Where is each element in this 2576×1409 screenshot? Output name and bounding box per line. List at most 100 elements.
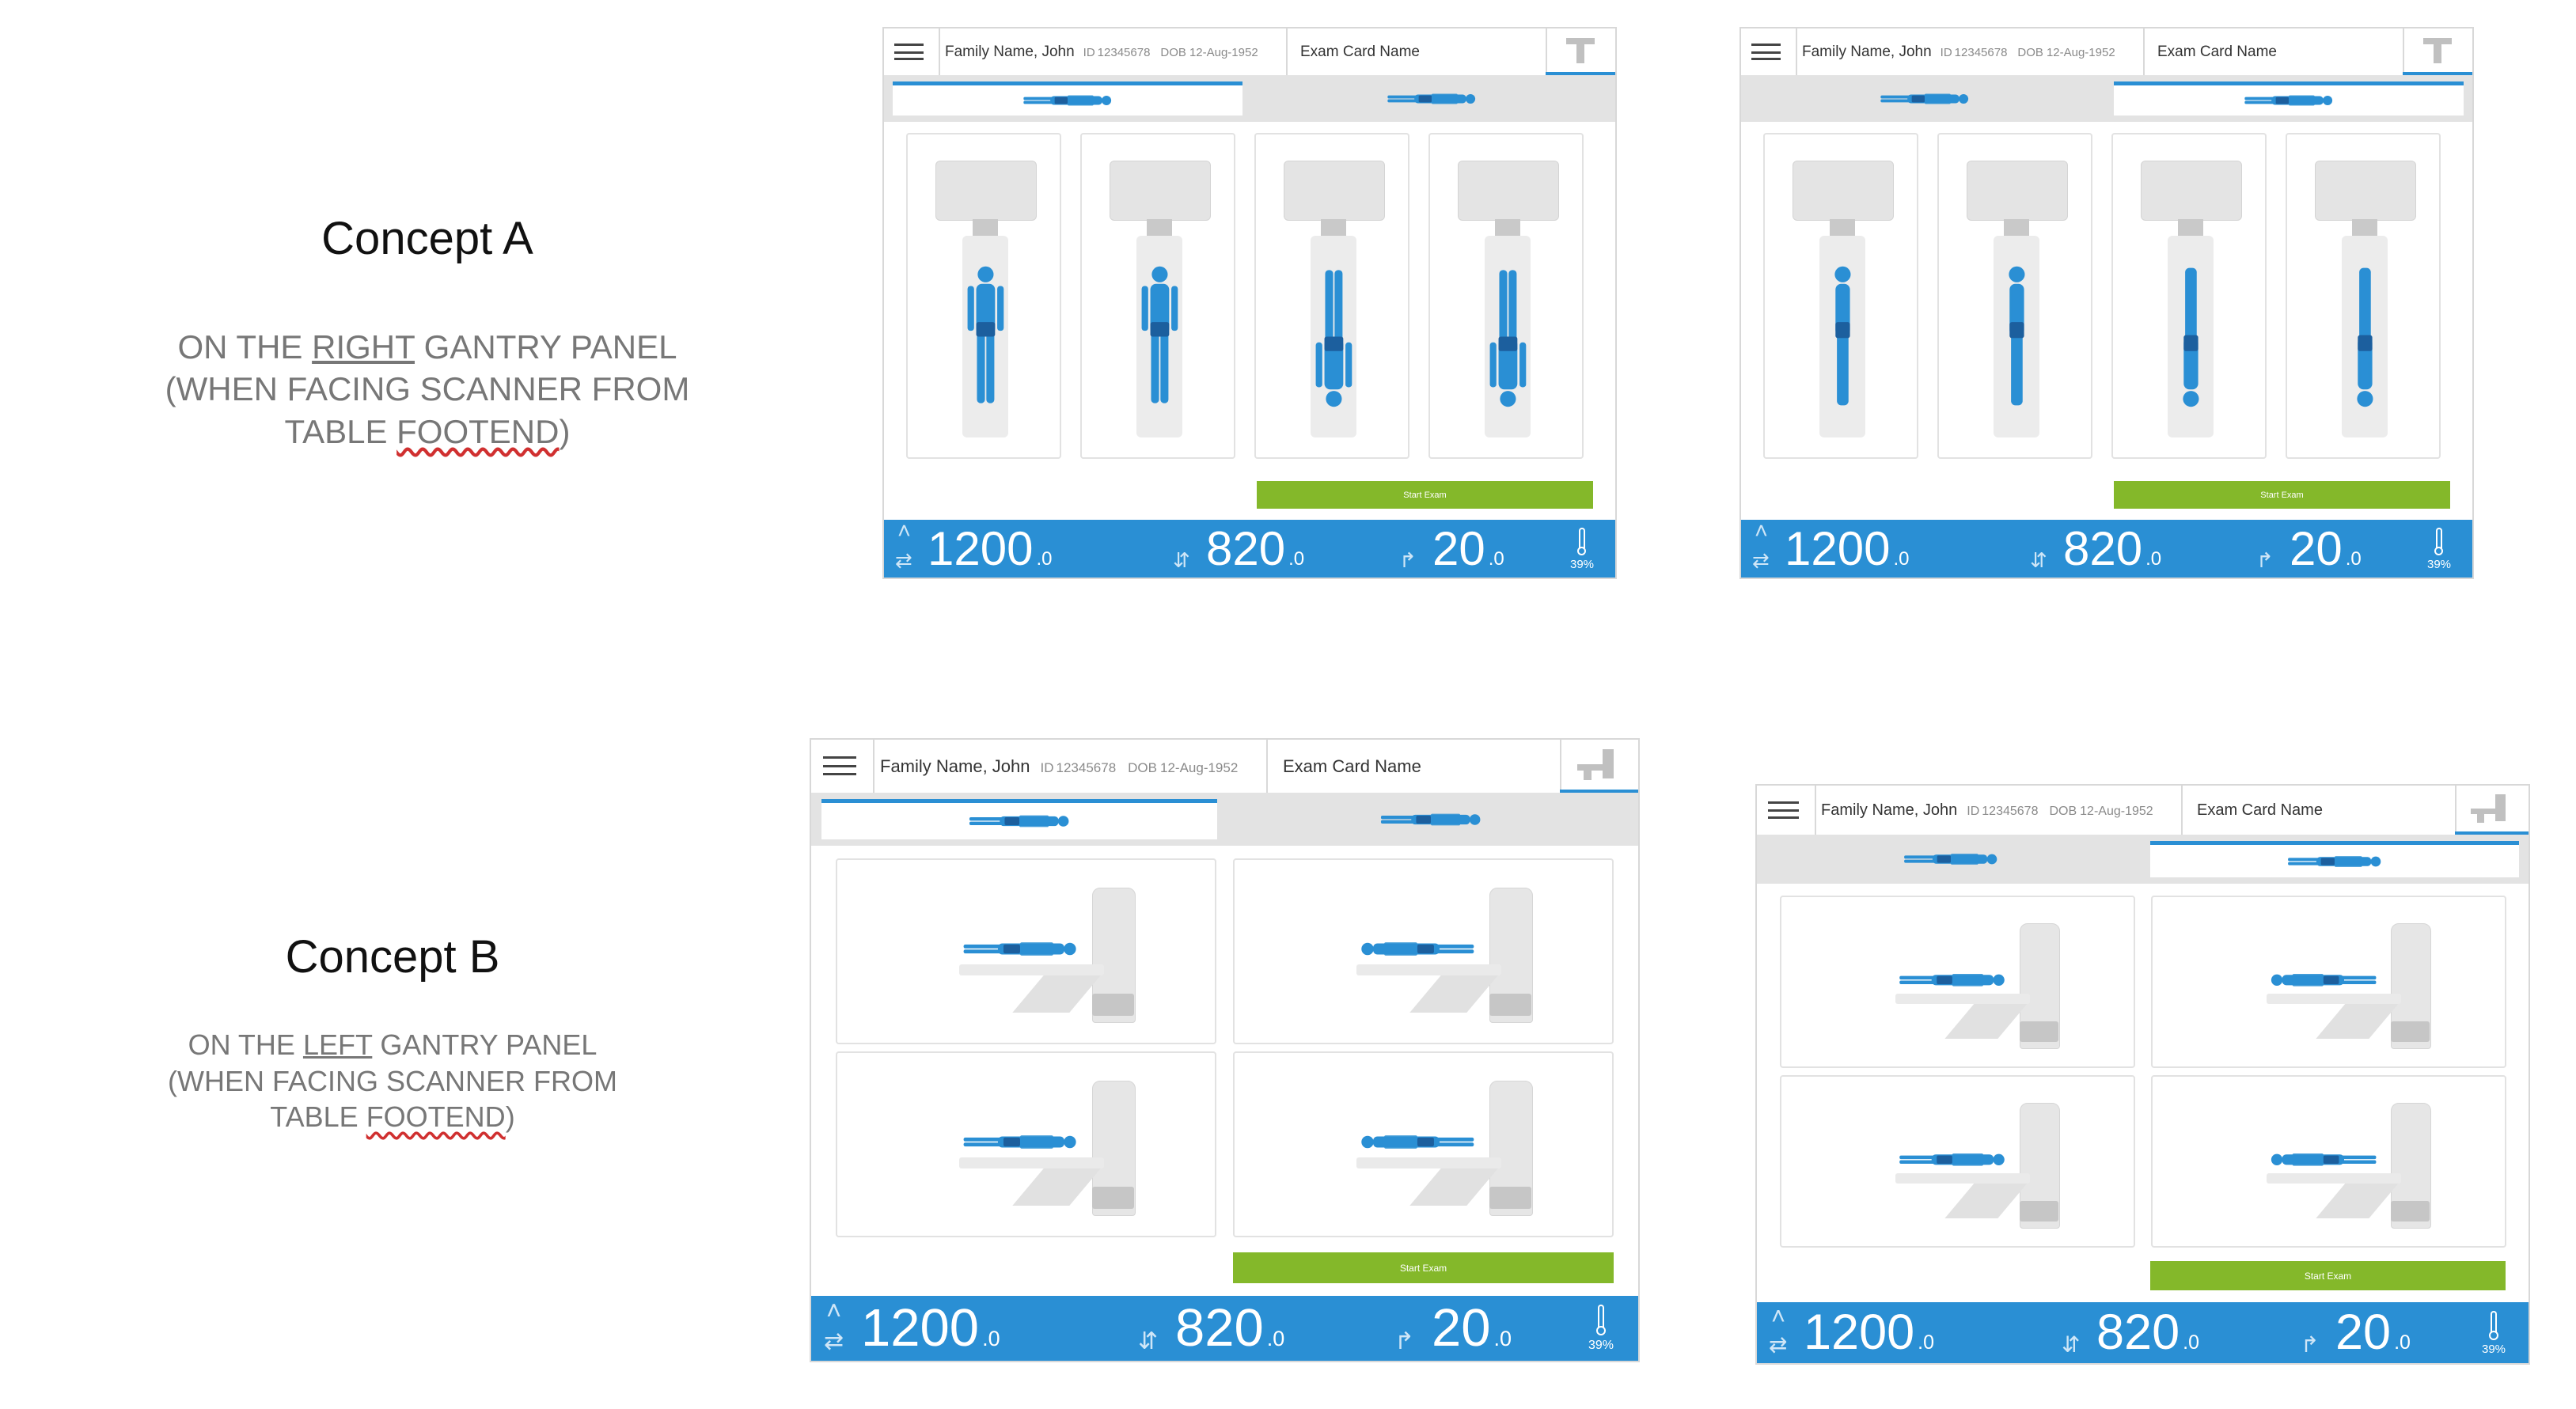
- patient-dob: DOB 12-Aug-1952: [1160, 46, 1258, 59]
- orientation-cards-area: Start Exam: [811, 846, 1638, 1296]
- orientation-card[interactable]: [2151, 1075, 2506, 1248]
- thermometer-bulb: [1596, 1326, 1606, 1335]
- panel-header: Family Name, John ID 12345678 DOB 12-Aug-195…: [1757, 786, 2529, 836]
- table-position-icon[interactable]: [1560, 740, 1638, 793]
- readout-value: 20: [1432, 522, 1485, 575]
- patient-figure-icon: [2356, 267, 2373, 407]
- orientation-card[interactable]: [1763, 133, 1918, 459]
- tab-supine[interactable]: [1750, 81, 2100, 116]
- vertical-position-readout: 820.0: [2063, 520, 2161, 578]
- chevron-up-icon[interactable]: ˄: [897, 519, 911, 544]
- patient-id-value: 12345678: [1954, 46, 2008, 59]
- tab-supine[interactable]: [1766, 841, 2135, 877]
- readout-decimal: .0: [2394, 1331, 2411, 1354]
- exam-card-name[interactable]: Exam Card Name: [2197, 801, 2323, 819]
- orientation-card[interactable]: [1780, 1075, 2135, 1248]
- orientation-card[interactable]: [1937, 133, 2092, 459]
- hamburger-menu-icon[interactable]: [823, 756, 856, 775]
- readout-value: 820: [1175, 1298, 1264, 1358]
- table-position-icon[interactable]: [2403, 28, 2472, 75]
- hamburger-menu-icon[interactable]: [1768, 801, 1799, 819]
- start-exam-button[interactable]: Start Exam: [1233, 1252, 1614, 1283]
- orientation-card[interactable]: [836, 1051, 1216, 1237]
- couch-icon: [1356, 964, 1501, 975]
- tab-prone[interactable]: [1257, 81, 1607, 116]
- header-divider: [1796, 28, 1797, 75]
- readout-decimal: .0: [2145, 548, 2162, 570]
- patient-figure-icon: [1315, 270, 1352, 407]
- horizontal-position-readout: 1200.0: [1785, 520, 1910, 578]
- patient-figure-icon: [1489, 270, 1526, 407]
- tab-prone[interactable]: [2114, 81, 2464, 116]
- start-exam-button[interactable]: Start Exam: [1257, 481, 1593, 509]
- tab-supine[interactable]: [893, 81, 1242, 116]
- readout-value: 1200: [1804, 1305, 1915, 1360]
- tab-prone[interactable]: [1233, 799, 1629, 839]
- patient-dob-value: 12-Aug-1952: [2046, 46, 2115, 59]
- patient-figure-icon: [1904, 854, 1997, 865]
- readout-decimal: .0: [1893, 548, 1910, 570]
- orientation-card[interactable]: [2151, 896, 2506, 1068]
- readout-decimal: .0: [2345, 548, 2362, 570]
- angle-readout: 20.0: [1432, 1296, 1512, 1361]
- start-exam-button[interactable]: Start Exam: [2150, 1261, 2506, 1290]
- orientation-card[interactable]: [2111, 133, 2267, 459]
- patient-figure-icon: [1361, 942, 1474, 956]
- position-tabbar: [1757, 835, 2529, 884]
- chevron-up-icon[interactable]: ˄: [826, 1296, 842, 1325]
- gantry-base: [2390, 1021, 2430, 1043]
- orientation-card[interactable]: [1080, 133, 1235, 459]
- orientation-card[interactable]: [2286, 133, 2441, 459]
- patient-name: Family Name, John: [1802, 44, 1932, 60]
- patient-dob-label: DOB: [1128, 760, 1157, 775]
- thermometer-tube: [1579, 528, 1585, 548]
- orientation-cards-area: Start Exam: [1741, 122, 2472, 520]
- readout-decimal: .0: [1266, 1327, 1285, 1350]
- orientation-card[interactable]: [1780, 896, 2135, 1068]
- orientation-card[interactable]: [1233, 1051, 1614, 1237]
- patient-figure-icon: [1834, 266, 1851, 406]
- vertical-position-icon: ⇵: [1173, 548, 1190, 572]
- patient-info: Family Name, John ID 12345678 DOB 12-Aug-195…: [1802, 28, 2115, 75]
- chevron-up-icon[interactable]: ˄: [1771, 1302, 1786, 1330]
- table-position-icon[interactable]: [1546, 28, 1615, 75]
- tab-supine[interactable]: [821, 799, 1217, 839]
- gantry-icon: [935, 160, 1037, 222]
- exam-card-name[interactable]: Exam Card Name: [1300, 44, 1420, 60]
- orientation-card[interactable]: [1428, 133, 1584, 459]
- orientation-card[interactable]: [906, 133, 1061, 459]
- scanner-panel-a2: Family Name, John ID 12345678 DOB 12-Aug-195…: [1741, 28, 2472, 578]
- desc-text: (WHEN FACING SCANNER FROM: [167, 1064, 617, 1097]
- panel-header: Family Name, John ID 12345678 DOB 12-Aug-195…: [811, 740, 1638, 794]
- patient-figure-icon: [1023, 95, 1112, 106]
- orientation-cards-area: Start Exam: [1757, 884, 2529, 1302]
- orientation-card[interactable]: [1233, 858, 1614, 1044]
- readout-decimal: .0: [1493, 1327, 1512, 1350]
- readout-value: 20: [2290, 522, 2343, 575]
- gantry-neck: [973, 219, 998, 236]
- patient-info: Family Name, John ID 12345678 DOB 12-Aug-195…: [880, 740, 1238, 793]
- vertical-position-readout: 820.0: [1206, 520, 1304, 578]
- table-position-icon[interactable]: [2455, 786, 2529, 835]
- orientation-card[interactable]: [836, 858, 1216, 1044]
- horizontal-position-icon: ⇄: [824, 1328, 844, 1354]
- orientation-card[interactable]: [1254, 133, 1409, 459]
- position-tabbar: [1741, 75, 2472, 122]
- header-divider: [1560, 740, 1561, 790]
- exam-card-name[interactable]: Exam Card Name: [2157, 44, 2277, 60]
- patient-figure-icon: [963, 942, 1076, 956]
- patient-id-label: ID: [1967, 805, 1980, 818]
- patient-id-label: ID: [1940, 46, 1952, 59]
- patient-figure-icon: [2271, 1153, 2377, 1166]
- exam-card-name[interactable]: Exam Card Name: [1283, 756, 1421, 776]
- tab-prone[interactable]: [2150, 841, 2519, 877]
- start-exam-button[interactable]: Start Exam: [2114, 481, 2450, 509]
- hamburger-menu-icon[interactable]: [894, 44, 924, 60]
- readout-decimal: .0: [2183, 1331, 2199, 1354]
- vertical-position-icon: ⇵: [2030, 548, 2047, 572]
- table-icon-part: [1576, 42, 1585, 64]
- angle-icon: ↱: [2301, 1332, 2320, 1357]
- header-divider: [1546, 28, 1547, 72]
- hamburger-menu-icon[interactable]: [1751, 44, 1781, 60]
- chevron-up-icon[interactable]: ˄: [1755, 519, 1768, 544]
